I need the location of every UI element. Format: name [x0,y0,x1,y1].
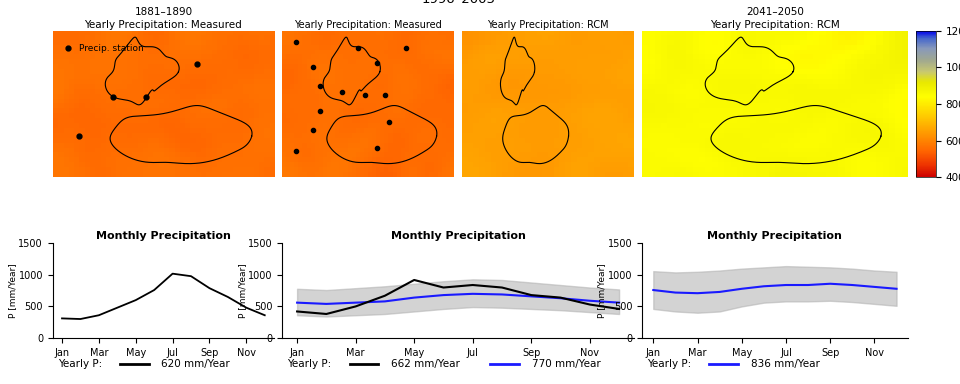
Y-axis label: P [mm/Year]: P [mm/Year] [238,263,247,318]
Y-axis label: P [mm/Year]: P [mm/Year] [597,263,607,318]
Text: Yearly P:: Yearly P: [647,359,691,369]
Title: Monthly Precipitation: Monthly Precipitation [391,231,525,241]
Title: Monthly Precipitation: Monthly Precipitation [708,231,842,241]
Title: Yearly Precipitation: RCM: Yearly Precipitation: RCM [488,20,609,30]
Text: 770 mm/Year: 770 mm/Year [532,359,600,369]
Text: 1996–2005: 1996–2005 [421,0,495,6]
Title: 2041–2050
Yearly Precipitation: RCM: 2041–2050 Yearly Precipitation: RCM [710,7,840,30]
Text: 662 mm/Year: 662 mm/Year [391,359,467,369]
Text: Yearly P:: Yearly P: [287,359,331,369]
Y-axis label: P [mm/Year]: P [mm/Year] [8,263,17,318]
Title: 1881–1890
Yearly Precipitation: Measured: 1881–1890 Yearly Precipitation: Measured [84,7,242,30]
Title: Monthly Precipitation: Monthly Precipitation [96,231,230,241]
Text: Precip. station: Precip. station [80,44,144,53]
Title: Yearly Precipitation: Measured: Yearly Precipitation: Measured [295,20,442,30]
Text: 836 mm/Year: 836 mm/Year [751,359,820,369]
Text: 620 mm/Year: 620 mm/Year [161,359,230,369]
Legend: Measured P, RCM Ensemble mean P, RCM range P: Measured P, RCM Ensemble mean P, RCM ran… [642,248,790,296]
Text: Yearly P:: Yearly P: [58,359,102,369]
